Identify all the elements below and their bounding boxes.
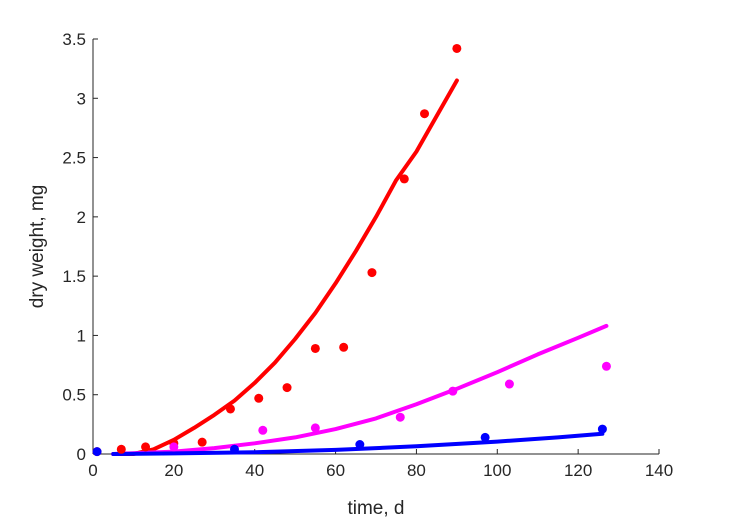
- x-axis-label: time, d: [347, 498, 404, 519]
- data-point-1: [601, 361, 611, 371]
- data-point-0: [141, 442, 151, 452]
- x-tick-label: 100: [483, 461, 511, 480]
- data-point-1: [258, 425, 268, 435]
- data-point-0: [197, 437, 207, 447]
- data-point-0: [339, 342, 349, 352]
- data-point-0: [254, 393, 264, 403]
- x-tick-label: 140: [645, 461, 673, 480]
- data-point-0: [310, 343, 320, 353]
- fit-line-2: [111, 431, 605, 456]
- x-tick-label: 60: [326, 461, 345, 480]
- data-point-1: [504, 379, 514, 389]
- data-point-0: [399, 174, 409, 184]
- data-point-0: [367, 268, 377, 278]
- y-axis-label: dry weight, mg: [27, 185, 48, 309]
- y-tick-label: 3: [77, 89, 86, 108]
- axes: [92, 39, 659, 455]
- data-point-2: [230, 444, 239, 454]
- y-tick-label: 0.5: [62, 386, 86, 405]
- data-point-2: [355, 440, 365, 450]
- fit-lines: [111, 78, 609, 456]
- x-tick-label: 0: [88, 461, 97, 480]
- data-point-0: [282, 383, 292, 393]
- y-tick-label: 0: [77, 445, 86, 464]
- data-point-2: [480, 432, 490, 442]
- y-tick-label: 2.5: [62, 149, 86, 168]
- x-tick-label: 40: [245, 461, 264, 480]
- y-tick-label: 2: [77, 208, 86, 227]
- data-point-0: [116, 444, 126, 454]
- data-point-1: [395, 412, 405, 422]
- y-tick-label: 3.5: [62, 30, 86, 49]
- x-tick-label: 120: [564, 461, 592, 480]
- data-point-1: [169, 442, 179, 452]
- ticks: 0 20 40 60 80 100 120 140 0 0.5 1 1.5 2 2.5 3 3.5: [62, 30, 673, 480]
- data-point-1: [310, 423, 320, 433]
- data-points: [92, 43, 611, 457]
- data-point-0: [420, 109, 430, 119]
- y-tick-label: 1.5: [62, 267, 86, 286]
- fit-line-0: [111, 78, 459, 456]
- data-point-2: [597, 424, 607, 434]
- x-tick-label: 80: [407, 461, 426, 480]
- data-point-1: [448, 386, 458, 396]
- data-point-0: [452, 43, 462, 53]
- y-tick-label: 1: [77, 326, 86, 345]
- data-point-2: [92, 447, 102, 457]
- data-point-0: [225, 404, 235, 414]
- x-tick-label: 20: [164, 461, 183, 480]
- fit-line-1: [111, 323, 609, 456]
